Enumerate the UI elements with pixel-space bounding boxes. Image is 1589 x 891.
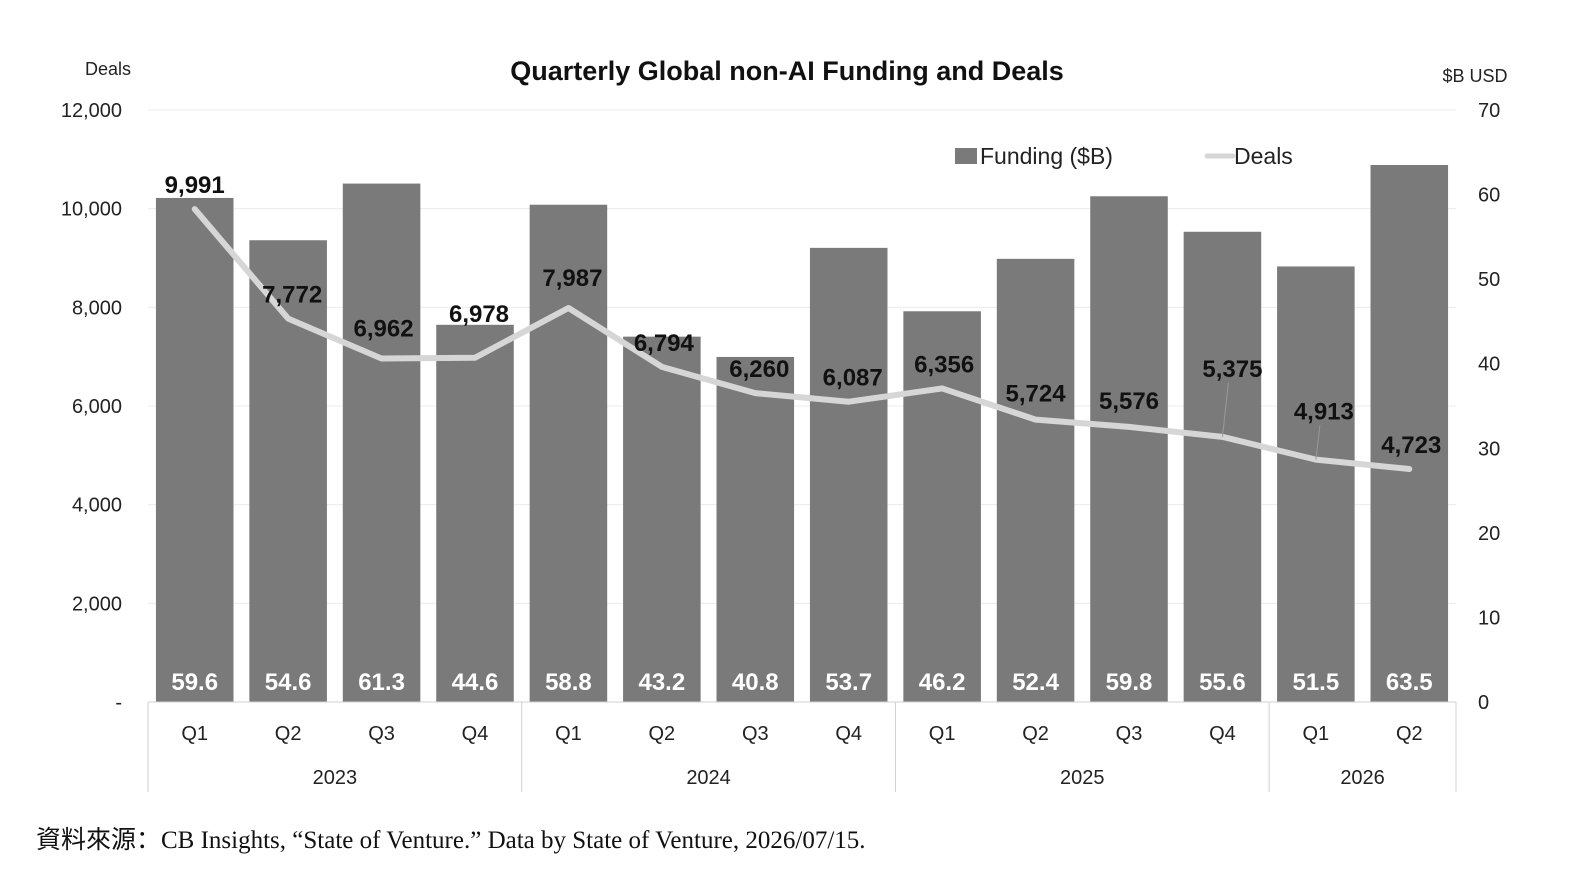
deals-labels: 9,991 7,772 6,962 6,978 7,987 6,794 6,260 6,087… — [165, 172, 1441, 460]
funding-value-label: 59.6 — [171, 669, 218, 696]
deals-value-label: 7,987 — [542, 265, 602, 292]
legend-funding-swatch — [955, 148, 977, 164]
quarter-label: Q2 — [275, 723, 302, 745]
right-tick-label: 10 — [1478, 607, 1500, 629]
funding-bars — [155, 164, 1449, 703]
right-axis-ticks: 0 10 20 30 40 50 60 70 — [1478, 100, 1500, 714]
source-note: 資料來源：CB Insights, “State of Venture.” Da… — [36, 827, 866, 854]
x-axis: Q1 Q2 Q3 Q4 Q1 Q2 Q3 Q4 Q1 Q2 Q3 Q4 Q1 Q2 2023 2024 2025… — [147, 701, 1457, 792]
funding-value-label: 61.3 — [358, 669, 405, 696]
year-label: 2023 — [313, 767, 358, 789]
quarter-label: Q1 — [929, 723, 956, 745]
legend-funding-label: Funding ($B) — [980, 143, 1113, 169]
funding-bar — [903, 311, 981, 702]
funding-value-label: 52.4 — [1012, 669, 1059, 696]
funding-bar — [1277, 266, 1355, 702]
funding-labels: 59.6 54.6 61.3 44.6 58.8 43.2 40.8 53.7 46.2 52.4… — [171, 669, 1432, 696]
right-tick-label: 0 — [1478, 692, 1489, 714]
left-axis-title: Deals — [85, 59, 131, 79]
funding-value-label: 59.8 — [1106, 669, 1153, 696]
funding-bar — [623, 336, 701, 702]
deals-value-label: 9,991 — [165, 172, 225, 199]
legend-deals-label: Deals — [1234, 143, 1293, 169]
funding-value-label: 44.6 — [452, 669, 499, 696]
left-tick-label: 4,000 — [72, 495, 122, 517]
funding-value-label: 55.6 — [1199, 669, 1246, 696]
chart: Quarterly Global non-AI Funding and Deal… — [61, 56, 1508, 792]
deals-line-group — [191, 206, 1413, 472]
funding-value-label: 40.8 — [732, 669, 779, 696]
deals-leader-line — [1315, 425, 1321, 460]
left-tick-label: 10,000 — [61, 199, 122, 221]
funding-bar — [342, 183, 421, 702]
deals-value-label: 5,375 — [1202, 356, 1262, 383]
quarter-label: Q1 — [555, 723, 582, 745]
funding-bar — [529, 204, 608, 702]
funding-value-label: 63.5 — [1386, 669, 1433, 696]
deals-value-label: 6,962 — [354, 316, 414, 343]
right-tick-label: 20 — [1478, 523, 1500, 545]
left-tick-label: 8,000 — [72, 297, 122, 319]
left-axis-ticks: - 2,000 4,000 6,000 8,000 10,000 12,000 — [61, 100, 122, 714]
year-label: 2026 — [1340, 767, 1385, 789]
funding-value-label: 51.5 — [1292, 669, 1339, 696]
left-tick-label: - — [115, 692, 122, 714]
deals-value-label: 4,723 — [1381, 432, 1441, 459]
funding-bar — [809, 247, 888, 702]
funding-value-label: 54.6 — [265, 669, 312, 696]
left-tick-label: 6,000 — [72, 396, 122, 418]
funding-bar — [155, 197, 234, 702]
deals-value-label: 7,772 — [262, 282, 322, 309]
chart-title: Quarterly Global non-AI Funding and Deal… — [510, 56, 1064, 86]
quarter-label: Q2 — [649, 723, 676, 745]
quarter-label: Q2 — [1396, 723, 1423, 745]
legend: Funding ($B) Deals — [955, 143, 1293, 169]
deals-value-label: 4,913 — [1294, 399, 1354, 426]
year-label: 2025 — [1060, 767, 1105, 789]
quarter-label: Q4 — [835, 723, 862, 745]
funding-value-label: 46.2 — [919, 669, 966, 696]
funding-bar — [1370, 164, 1449, 702]
right-tick-label: 50 — [1478, 269, 1500, 291]
deals-value-label: 6,260 — [729, 356, 789, 383]
right-tick-label: 60 — [1478, 185, 1500, 207]
deals-value-label: 6,356 — [914, 351, 974, 378]
quarter-label: Q1 — [181, 723, 208, 745]
quarter-label: Q3 — [742, 723, 769, 745]
right-axis-title: $B USD — [1442, 66, 1507, 86]
funding-bar — [716, 356, 795, 702]
deals-value-label: 5,576 — [1099, 388, 1159, 415]
funding-bar — [996, 258, 1075, 702]
deals-value-label: 6,978 — [449, 301, 509, 328]
right-tick-label: 30 — [1478, 438, 1500, 460]
right-tick-label: 40 — [1478, 354, 1500, 376]
quarter-label: Q2 — [1022, 723, 1049, 745]
deals-value-label: 5,724 — [1006, 381, 1067, 408]
funding-value-label: 53.7 — [825, 669, 872, 696]
quarter-label: Q1 — [1303, 723, 1330, 745]
funding-bar — [249, 240, 327, 703]
deals-value-label: 6,794 — [634, 330, 695, 357]
deals-value-label: 6,087 — [823, 365, 883, 392]
quarter-label: Q4 — [1209, 723, 1236, 745]
quarter-label: Q3 — [368, 723, 395, 745]
funding-bar — [436, 324, 514, 702]
funding-bar — [1183, 231, 1262, 703]
deals-line — [191, 206, 1413, 472]
deals-leader-line — [1221, 382, 1229, 437]
quarter-label: Q4 — [462, 723, 489, 745]
left-tick-label: 12,000 — [61, 100, 122, 122]
left-tick-label: 2,000 — [72, 593, 122, 615]
year-label: 2024 — [686, 767, 731, 789]
funding-value-label: 58.8 — [545, 669, 592, 696]
right-tick-label: 70 — [1478, 100, 1500, 122]
funding-bar — [1090, 196, 1168, 702]
quarter-label: Q3 — [1116, 723, 1143, 745]
funding-value-label: 43.2 — [638, 669, 685, 696]
